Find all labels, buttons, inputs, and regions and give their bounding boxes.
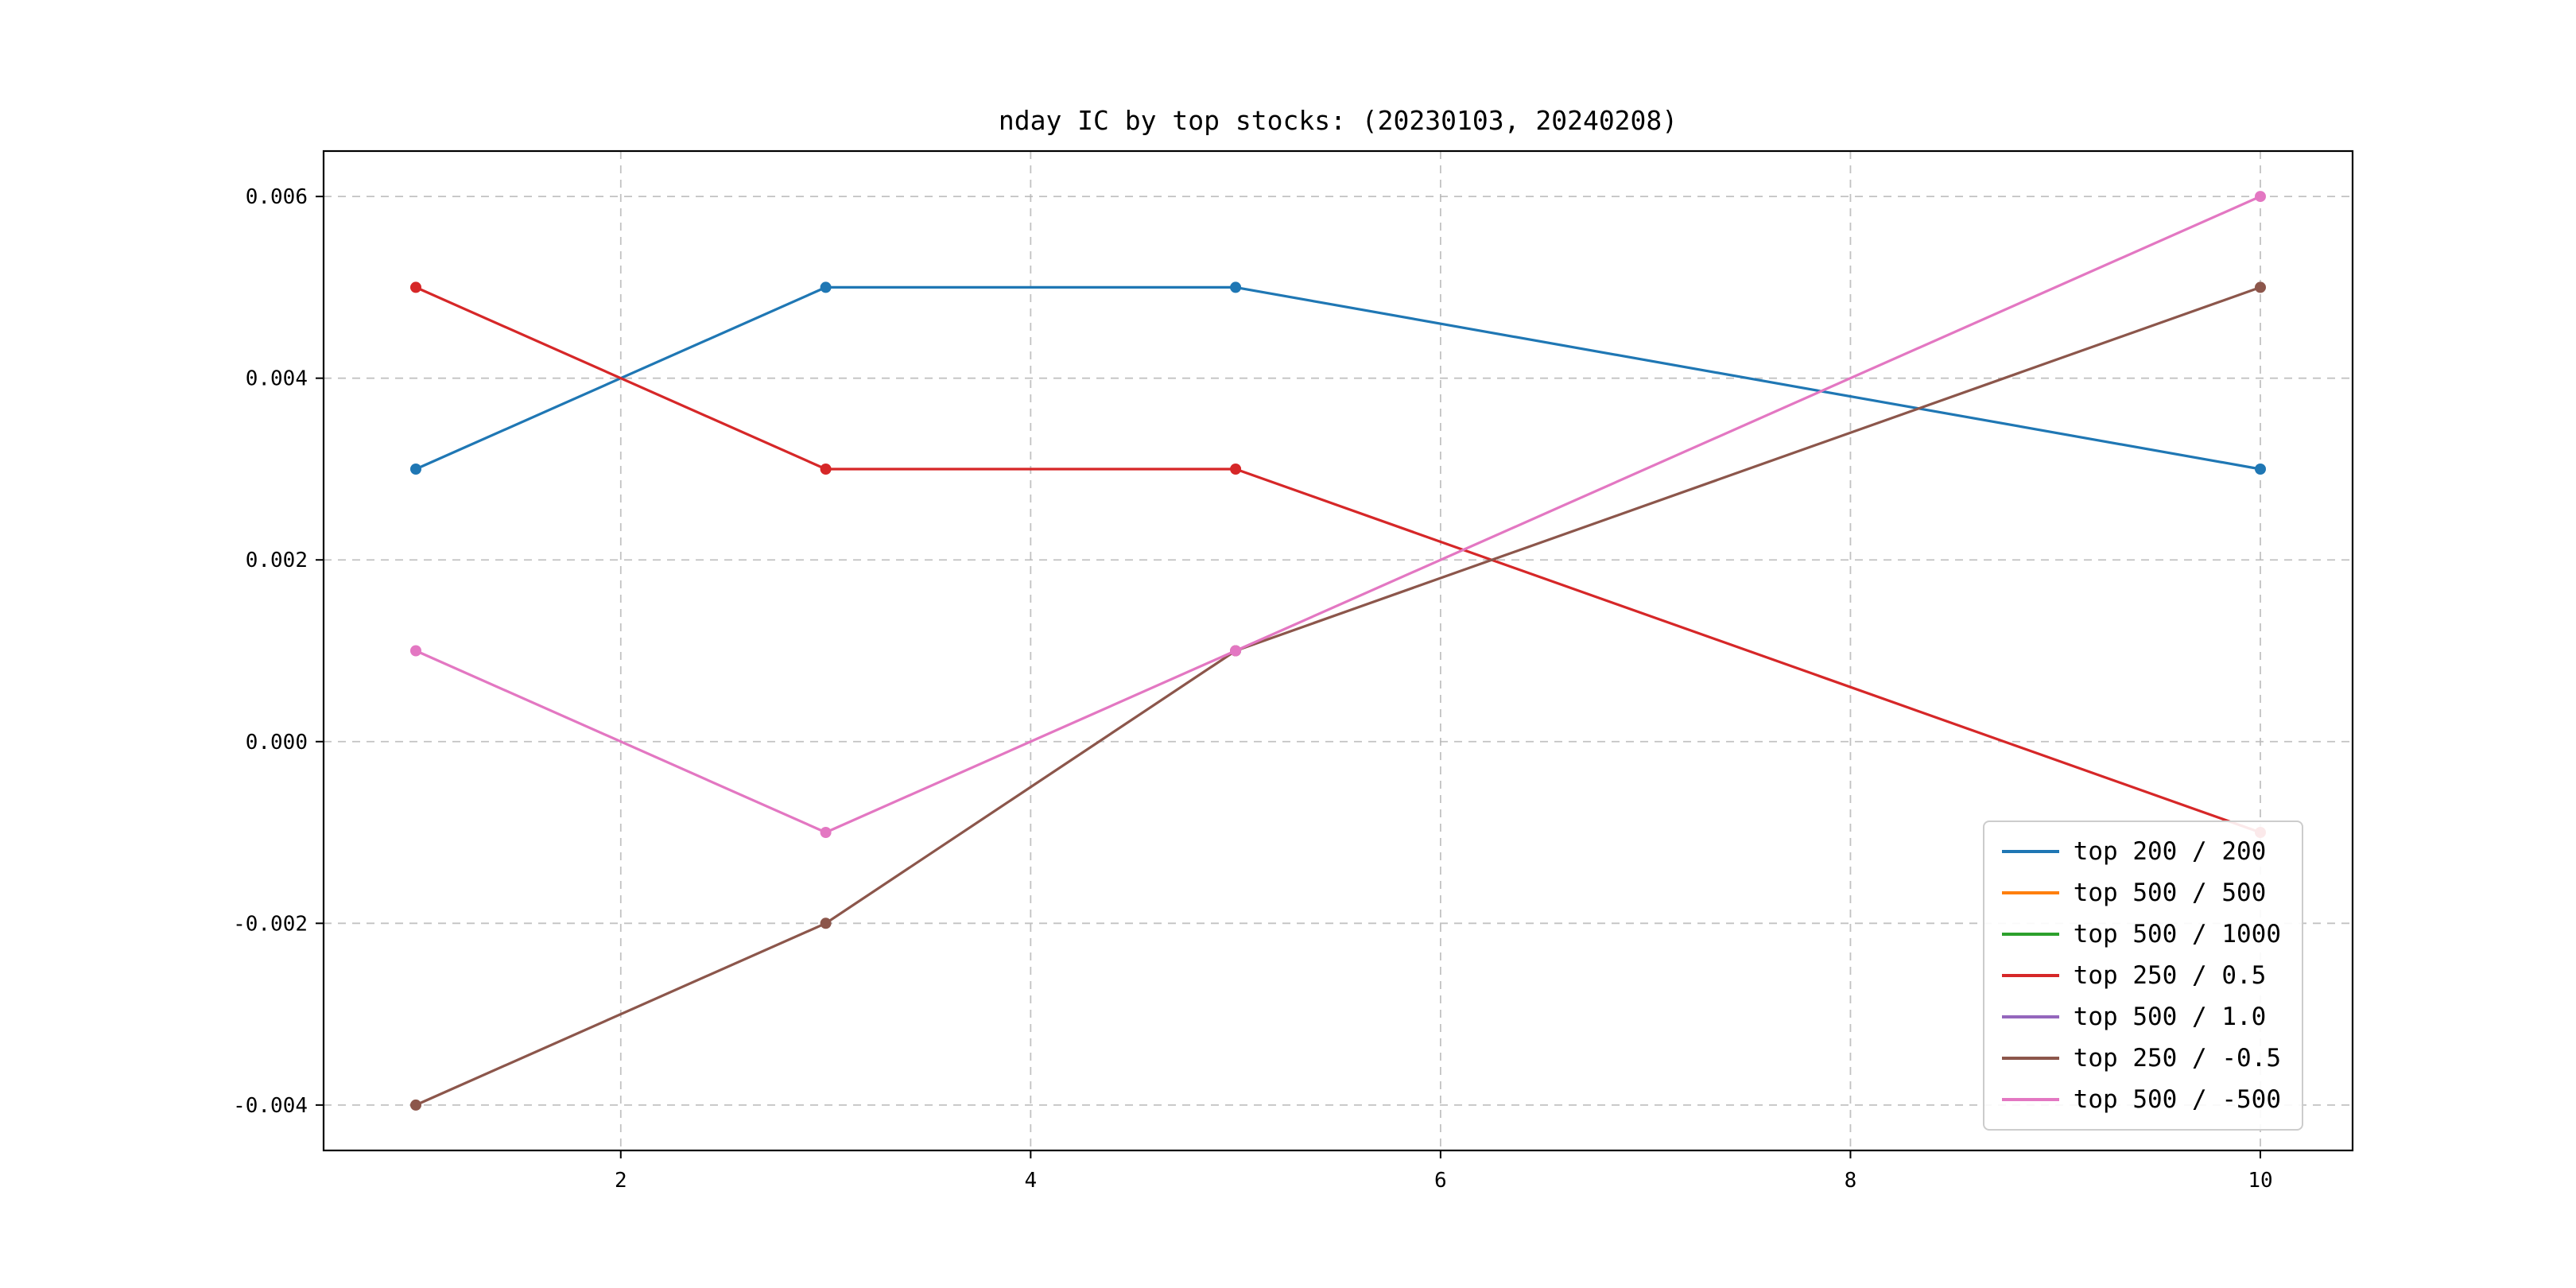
series-marker-top-500-500	[1230, 645, 1242, 657]
series-marker-top-500-500	[2255, 191, 2266, 203]
legend-line-swatch	[2001, 1057, 2059, 1060]
y-tick-label: 0.002	[246, 549, 308, 572]
legend-label: top 250 / 0.5	[2073, 960, 2267, 990]
series-line-top-250-0-5	[414, 285, 2262, 1107]
legend-label: top 200 / 200	[2073, 836, 2267, 866]
legend-line-swatch	[2001, 974, 2059, 977]
legend-label: top 500 / 1.0	[2073, 1002, 2267, 1031]
legend: top 200 / 200 top 500 / 500 top 500 / 1000…	[1982, 821, 2303, 1131]
y-tick-label: -0.002	[233, 912, 308, 936]
series-marker-top-200-200	[2255, 464, 2266, 475]
series-marker-top-250-0-5	[820, 918, 832, 929]
legend-line-swatch	[2001, 850, 2059, 853]
plot-frame	[322, 149, 2354, 1152]
series-marker-top-200-200	[1230, 281, 1242, 293]
legend-item-top-500-1000: top 500 / 1000	[2001, 919, 2281, 949]
legend-label: top 250 / -0.5	[2073, 1043, 2281, 1073]
series-marker-top-250-0-5	[410, 1099, 421, 1111]
x-tick-label: 10	[2248, 1169, 2272, 1193]
series-marker-top-500-500	[410, 645, 421, 657]
x-tick-label: 6	[1434, 1169, 1447, 1193]
x-tick-label: 4	[1025, 1169, 1038, 1193]
legend-item-top-500-500: top 500 / -500	[2001, 1084, 2281, 1115]
legend-item-top-500-500: top 500 / 500	[2001, 878, 2281, 908]
legend-line-swatch	[2001, 1015, 2059, 1018]
legend-item-top-500-1-0: top 500 / 1.0	[2001, 1002, 2281, 1032]
series-line-top-500-500	[414, 195, 2262, 834]
legend-line-swatch	[2001, 933, 2059, 936]
series-marker-top-200-200	[410, 464, 421, 475]
legend-item-top-200-200: top 200 / 200	[2001, 836, 2281, 867]
legend-label: top 500 / -500	[2073, 1084, 2281, 1114]
y-tick-label: -0.004	[233, 1094, 308, 1118]
series-line-top-250-0-5	[414, 285, 2262, 834]
series-marker-top-200-200	[820, 281, 832, 293]
chart-title: nday IC by top stocks: (20230103, 202402…	[998, 105, 1678, 136]
y-tick-label: 0.000	[246, 731, 308, 755]
x-tick-label: 8	[1845, 1169, 1857, 1193]
legend-line-swatch	[2001, 1098, 2059, 1101]
legend-line-swatch	[2001, 891, 2059, 894]
x-tick-label: 2	[615, 1169, 627, 1193]
legend-label: top 500 / 1000	[2073, 919, 2281, 949]
series-marker-top-500-500	[820, 827, 832, 838]
series-marker-top-250-0-5	[410, 281, 421, 293]
y-tick-label: 0.006	[246, 185, 308, 209]
legend-label: top 500 / 500	[2073, 878, 2267, 907]
legend-item-top-250-0-5: top 250 / -0.5	[2001, 1043, 2281, 1073]
series-marker-top-250-0-5	[820, 464, 832, 475]
series-marker-top-250-0-5	[2255, 281, 2266, 293]
series-marker-top-250-0-5	[1230, 464, 1242, 475]
legend-item-top-250-0-5: top 250 / 0.5	[2001, 960, 2281, 991]
y-tick-label: 0.004	[246, 367, 308, 391]
